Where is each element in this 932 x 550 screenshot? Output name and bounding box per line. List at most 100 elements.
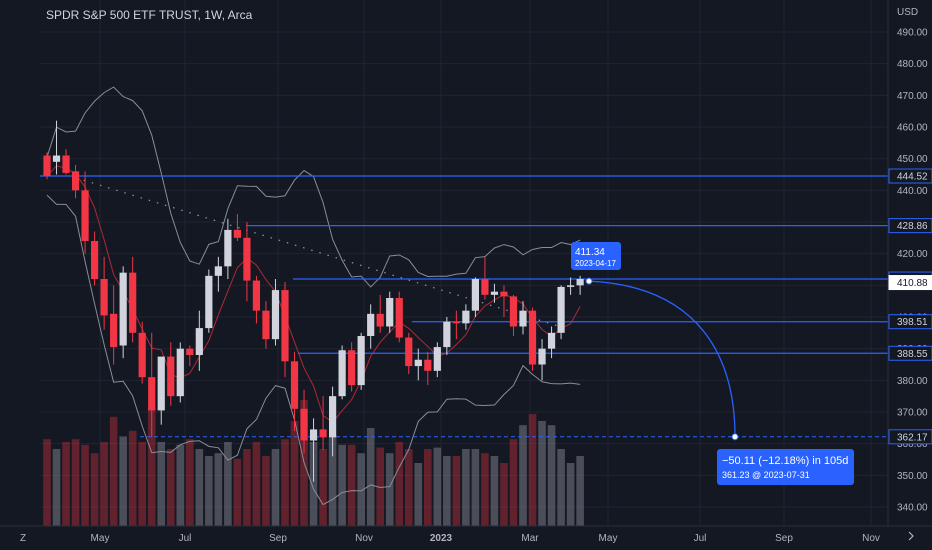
candle-body (52, 155, 61, 162)
level-price-tag[interactable] (888, 314, 932, 330)
volume-bar (357, 453, 365, 526)
volume-bar (271, 449, 280, 526)
volume-bar (176, 444, 185, 526)
projection-start-point[interactable] (585, 277, 593, 285)
candles (43, 120, 584, 482)
candle-body (443, 321, 451, 348)
candle (509, 294, 518, 336)
time-tick-label: Sep (269, 533, 287, 544)
candle-body (500, 291, 508, 297)
level-price-tag[interactable] (888, 429, 932, 445)
time-tick-label: Jul (179, 533, 192, 544)
volume-bar (224, 442, 232, 526)
candle-body (214, 266, 222, 276)
volume-bar (452, 456, 461, 526)
zoom-reset-button[interactable]: Z (20, 533, 26, 544)
candle (567, 277, 575, 295)
candle (243, 222, 251, 302)
chart-grid (40, 0, 888, 526)
level-price-tag[interactable] (888, 218, 932, 234)
candle (100, 256, 108, 330)
volume-bar (424, 449, 432, 526)
time-tick-label: Jul (694, 533, 707, 544)
candle (528, 307, 537, 371)
candle-body (567, 285, 575, 287)
scroll-right-icon[interactable] (908, 531, 914, 541)
candle-body (43, 155, 51, 177)
volume-bar (538, 421, 546, 526)
volume-bar (547, 425, 556, 526)
price-tick-label: 460.00 (897, 123, 928, 134)
volume-bar (414, 463, 423, 526)
projection-arc-path[interactable] (588, 280, 736, 437)
candle (300, 389, 308, 454)
candle-body (348, 350, 356, 386)
volume-bar (404, 449, 413, 526)
candle-body (205, 275, 213, 329)
volume-bar (128, 430, 137, 526)
candle-body (471, 279, 479, 311)
time-tick-label: Nov (355, 533, 373, 544)
time-tick-label: 2023 (430, 533, 453, 544)
time-tick-label: Mar (521, 533, 539, 544)
level-price-text: 398.51 (897, 317, 928, 328)
price-tick-label: 440.00 (897, 186, 928, 197)
candle-body (62, 155, 70, 173)
time-tick-label: Nov (862, 533, 880, 544)
candle-body (224, 229, 232, 267)
price-axis[interactable]: USD 490.00 480.00 470.00 460.00 450.00 440.00 4… (887, 0, 932, 550)
candle (376, 294, 384, 333)
price-tick-label: 350.00 (897, 471, 928, 482)
candle-body (338, 350, 346, 397)
candle (91, 231, 99, 286)
candle-body (367, 313, 375, 336)
volume-bar (433, 447, 442, 526)
candle (481, 256, 489, 300)
candle-body (71, 171, 80, 191)
candle-body (576, 279, 584, 286)
volume-bar (557, 449, 565, 526)
candle-body (329, 396, 337, 438)
volume-bar (243, 449, 251, 526)
level-price-tag[interactable] (888, 168, 932, 184)
projection-end-point[interactable] (731, 433, 739, 441)
level-price-tag[interactable] (888, 275, 932, 291)
candle (557, 285, 565, 340)
time-axis-bg (0, 526, 932, 550)
candle-body (252, 280, 261, 311)
volume-bar (500, 463, 508, 526)
candle (43, 152, 51, 180)
candle-body (262, 310, 270, 340)
volume-bar (528, 414, 537, 526)
bottom-callout-change: −50.11 (−12.18%) in 105d (722, 455, 848, 467)
volume-bar (52, 449, 61, 526)
time-axis[interactable]: May Jul Sep Nov 2023 Mar May Jul Sep Nov Z (0, 525, 932, 550)
time-tick-label: Sep (775, 533, 793, 544)
candle (52, 120, 61, 175)
candle (167, 342, 175, 406)
moving-average-line (46, 165, 581, 424)
volume-bar (62, 442, 70, 526)
currency-label: USD (897, 7, 918, 18)
candle (538, 339, 546, 381)
candle (81, 171, 89, 254)
horizontal-levels[interactable] (40, 175, 888, 438)
candle (205, 269, 213, 333)
volume-bar (147, 407, 156, 526)
candle (424, 351, 432, 386)
candle (443, 317, 451, 355)
candle (357, 332, 365, 390)
candle-body (452, 321, 460, 324)
volume-bar (566, 463, 575, 526)
volume-bar (109, 416, 118, 526)
candle-body (243, 237, 251, 281)
candle-body (290, 361, 299, 409)
volume-bar (281, 439, 289, 526)
level-price-text: 388.55 (897, 349, 928, 360)
time-tick-label: May (91, 533, 110, 544)
candle-body (176, 348, 184, 397)
level-price-tag[interactable] (888, 345, 932, 361)
price-tick-label: 360.00 (897, 439, 928, 450)
